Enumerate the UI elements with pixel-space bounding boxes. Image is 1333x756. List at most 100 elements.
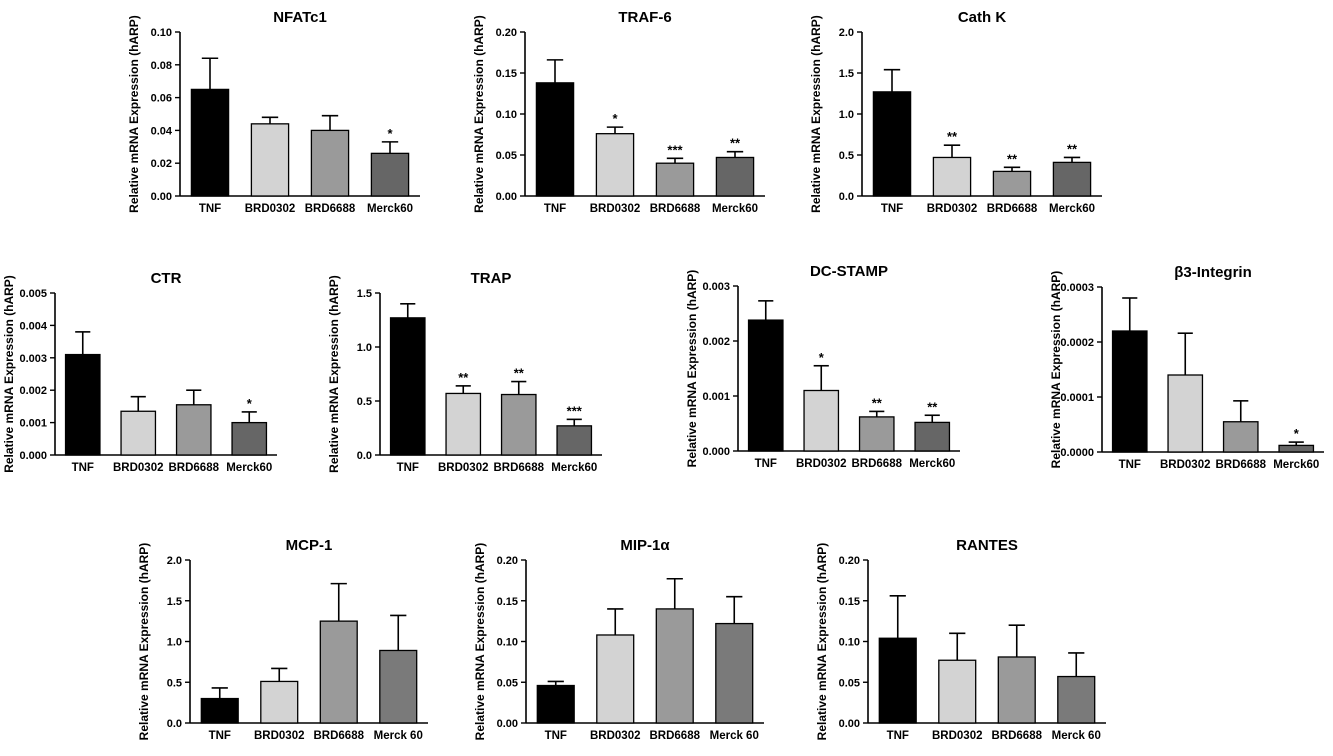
y-tick-label: 1.5	[167, 596, 182, 608]
significance-marker: **	[514, 366, 525, 381]
y-tick-label: 0.05	[839, 677, 860, 689]
bar	[1057, 675, 1096, 724]
x-tick-label: Merck 60	[710, 730, 759, 742]
x-tick-label: BRD0302	[1160, 459, 1211, 471]
x-tick-label: BRD6688	[314, 730, 365, 742]
chart-panel: Cath K Relative mRNA Expression (hARP) 0.0…	[809, 9, 1102, 215]
y-tick-label: 0.0	[167, 718, 182, 730]
x-tick-label: BRD0302	[254, 730, 305, 742]
chart-panel: β3-Integrin Relative mRNA Expression (hAR…	[1049, 264, 1324, 471]
significance-marker: *	[387, 126, 393, 141]
x-tick-label: BRD6688	[650, 730, 701, 742]
x-tick-label: BRD6688	[987, 203, 1038, 215]
bar	[231, 421, 268, 456]
y-tick-label: 0.002	[702, 336, 730, 348]
x-tick-label: Merck60	[367, 203, 413, 215]
x-tick-label: BRD0302	[113, 462, 164, 474]
y-tick-label: 0.002	[19, 385, 47, 397]
x-tick-label: Merck60	[1273, 459, 1319, 471]
chart-panel: MCP-1 Relative mRNA Expression (hARP) 0.0 0…	[137, 537, 428, 742]
x-tick-label: TNF	[1119, 459, 1141, 471]
y-tick-label: 0.04	[151, 125, 173, 137]
x-tick-label: TNF	[755, 458, 777, 470]
x-tick-label: BRD6688	[650, 203, 701, 215]
x-tick-label: BRD6688	[1216, 459, 1267, 471]
significance-marker: ***	[667, 142, 683, 157]
significance-marker: ***	[567, 403, 583, 418]
significance-marker: **	[1067, 141, 1078, 156]
y-tick-label: 0.20	[497, 555, 518, 567]
y-axis-label: Relative mRNA Expression (hARP)	[473, 543, 487, 741]
y-tick-label: 0.02	[151, 158, 172, 170]
y-tick-label: 0.0000	[1060, 447, 1094, 459]
y-tick-label: 0.5	[839, 150, 854, 162]
bar	[445, 392, 482, 456]
y-tick-label: 0.000	[702, 446, 730, 458]
y-tick-label: 1.5	[839, 68, 854, 80]
x-tick-label: Merck60	[909, 458, 955, 470]
y-tick-label: 0.004	[19, 320, 47, 332]
x-tick-label: BRD6688	[494, 462, 545, 474]
y-tick-label: 0.05	[497, 677, 518, 689]
y-tick-label: 0.00	[839, 718, 860, 730]
bar	[310, 129, 350, 197]
chart-panel: CTR Relative mRNA Expression (hARP) 0.000 0…	[2, 270, 277, 474]
bar	[747, 319, 784, 452]
y-tick-label: 0.08	[151, 60, 172, 72]
significance-marker: *	[612, 111, 618, 126]
y-tick-label: 0.005	[19, 288, 47, 300]
bar	[200, 697, 239, 724]
bar	[250, 123, 290, 197]
chart-panel: DC-STAMP Relative mRNA Expression (hARP) 0…	[685, 263, 960, 470]
x-tick-label: BRD6688	[852, 458, 903, 470]
y-tick-label: 0.00	[497, 718, 518, 730]
bar	[914, 421, 951, 452]
bar	[878, 637, 917, 724]
y-axis-label: Relative mRNA Expression (hARP)	[1049, 271, 1063, 469]
x-tick-label: BRD0302	[796, 458, 847, 470]
bar	[379, 649, 418, 724]
x-tick-label: TNF	[72, 462, 94, 474]
bar	[536, 684, 575, 724]
bar	[858, 416, 895, 452]
y-tick-label: 0.15	[497, 596, 518, 608]
bar	[872, 91, 912, 197]
significance-marker: **	[730, 136, 741, 151]
x-tick-label: BRD6688	[305, 203, 356, 215]
y-axis-label: Relative mRNA Expression (hARP)	[137, 543, 151, 741]
bar	[803, 389, 840, 452]
y-tick-label: 0.20	[496, 27, 517, 39]
bar	[556, 425, 593, 456]
significance-marker: **	[458, 370, 469, 385]
x-tick-label: BRD0302	[245, 203, 296, 215]
chart-title: DC-STAMP	[810, 263, 888, 280]
bar	[500, 393, 537, 456]
significance-marker: **	[927, 399, 938, 414]
bar	[997, 656, 1036, 724]
x-tick-label: Merck 60	[374, 730, 423, 742]
x-tick-label: BRD6688	[992, 730, 1043, 742]
bar	[595, 133, 635, 197]
y-axis-label: Relative mRNA Expression (hARP)	[815, 543, 829, 741]
bar	[1167, 374, 1204, 453]
y-tick-label: 0.0002	[1060, 337, 1094, 349]
y-tick-label: 0.10	[497, 637, 518, 649]
bar	[1052, 161, 1092, 197]
y-tick-label: 0.15	[839, 596, 860, 608]
x-tick-label: TNF	[209, 730, 231, 742]
chart-title: NFATc1	[273, 9, 327, 26]
y-tick-label: 0.10	[151, 27, 172, 39]
y-tick-label: 0.003	[702, 281, 730, 293]
bar	[120, 410, 157, 456]
significance-marker: *	[1294, 426, 1300, 441]
bar	[190, 88, 230, 197]
x-tick-label: BRD0302	[590, 203, 641, 215]
chart-panel: NFATc1 Relative mRNA Expression (hARP) 0.0…	[127, 9, 420, 215]
bar	[655, 162, 695, 197]
bar	[655, 608, 694, 724]
x-tick-label: Merck 60	[1052, 730, 1101, 742]
bar	[175, 404, 212, 456]
y-tick-label: 0.20	[839, 555, 860, 567]
y-tick-label: 0.05	[496, 150, 517, 162]
